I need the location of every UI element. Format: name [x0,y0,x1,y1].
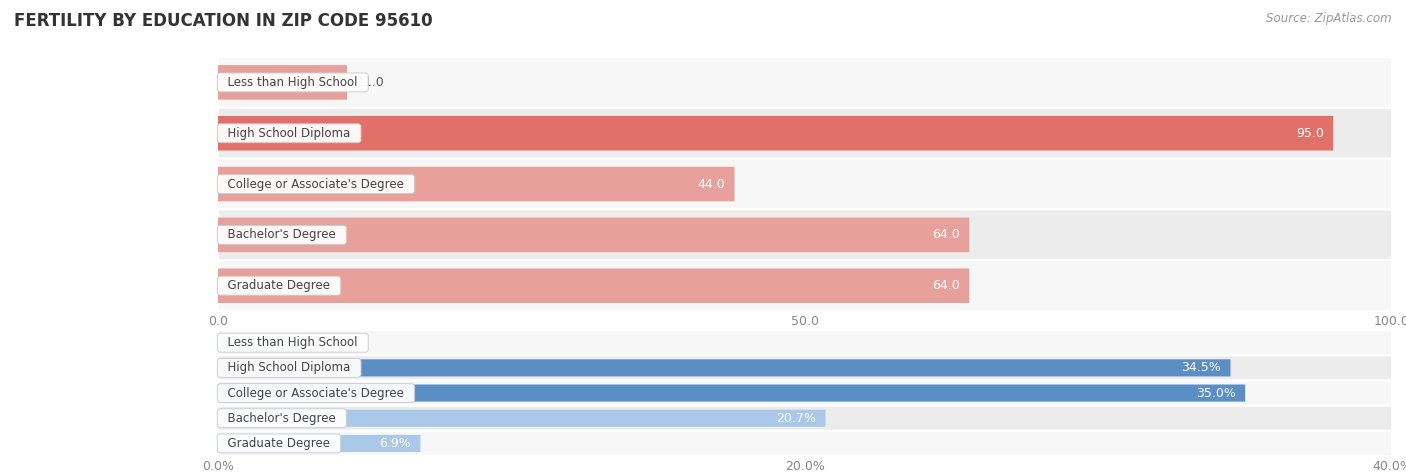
Text: FERTILITY BY EDUCATION IN ZIP CODE 95610: FERTILITY BY EDUCATION IN ZIP CODE 95610 [14,12,433,30]
FancyBboxPatch shape [218,435,420,452]
Text: 95.0: 95.0 [1296,127,1324,140]
Text: High School Diploma: High School Diploma [221,361,359,374]
FancyBboxPatch shape [218,167,734,201]
Text: 20.7%: 20.7% [776,412,815,425]
Text: 34.5%: 34.5% [1181,361,1222,374]
Text: Source: ZipAtlas.com: Source: ZipAtlas.com [1267,12,1392,25]
FancyBboxPatch shape [218,57,1392,108]
Text: High School Diploma: High School Diploma [221,127,359,140]
FancyBboxPatch shape [218,380,1392,406]
FancyBboxPatch shape [218,218,969,252]
FancyBboxPatch shape [218,116,1333,151]
Text: Less than High School: Less than High School [221,336,366,349]
FancyBboxPatch shape [218,108,1392,159]
FancyBboxPatch shape [218,209,1392,260]
FancyBboxPatch shape [218,159,1392,209]
FancyBboxPatch shape [218,260,1392,311]
Text: 64.0: 64.0 [932,228,960,241]
FancyBboxPatch shape [218,359,1230,377]
Text: Graduate Degree: Graduate Degree [221,437,337,450]
Text: 11.0: 11.0 [357,76,384,89]
FancyBboxPatch shape [218,406,1392,431]
FancyBboxPatch shape [218,409,825,427]
FancyBboxPatch shape [218,330,1392,355]
FancyBboxPatch shape [218,334,304,352]
Text: 64.0: 64.0 [932,279,960,292]
Text: Bachelor's Degree: Bachelor's Degree [221,412,343,425]
FancyBboxPatch shape [218,384,1246,402]
Text: 44.0: 44.0 [697,178,725,190]
Text: 2.9%: 2.9% [312,336,344,349]
Text: 35.0%: 35.0% [1197,387,1236,399]
Text: Graduate Degree: Graduate Degree [221,279,337,292]
FancyBboxPatch shape [218,268,969,303]
FancyBboxPatch shape [218,65,347,100]
Text: College or Associate's Degree: College or Associate's Degree [221,387,412,399]
Text: 6.9%: 6.9% [380,437,411,450]
Text: Bachelor's Degree: Bachelor's Degree [221,228,343,241]
Text: College or Associate's Degree: College or Associate's Degree [221,178,412,190]
Text: Less than High School: Less than High School [221,76,366,89]
FancyBboxPatch shape [218,431,1392,456]
FancyBboxPatch shape [218,355,1392,380]
